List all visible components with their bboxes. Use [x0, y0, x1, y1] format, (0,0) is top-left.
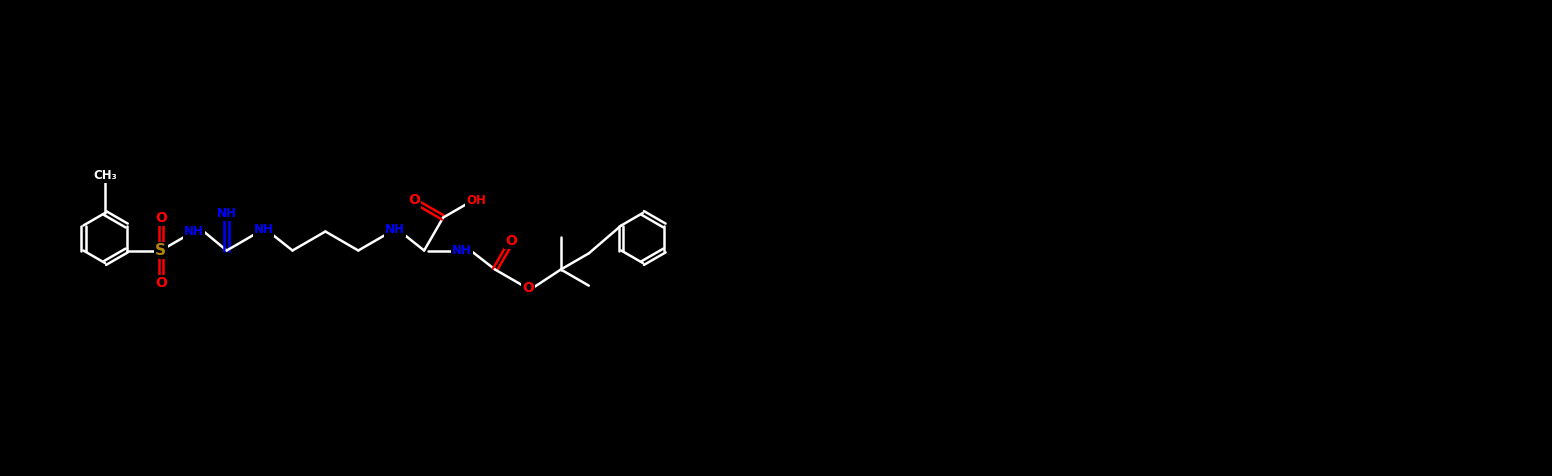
Text: NH: NH — [217, 207, 236, 220]
Text: O: O — [521, 281, 534, 296]
Text: NH: NH — [385, 223, 405, 236]
Text: OH: OH — [466, 194, 486, 207]
Text: S: S — [155, 243, 166, 258]
Text: CH₃: CH₃ — [93, 169, 116, 182]
Text: NH: NH — [183, 225, 203, 238]
Text: O: O — [155, 276, 166, 290]
Text: NH: NH — [253, 223, 273, 236]
Text: O: O — [506, 234, 517, 248]
Text: NH: NH — [452, 244, 472, 257]
Text: O: O — [408, 193, 421, 208]
Text: O: O — [155, 211, 166, 225]
